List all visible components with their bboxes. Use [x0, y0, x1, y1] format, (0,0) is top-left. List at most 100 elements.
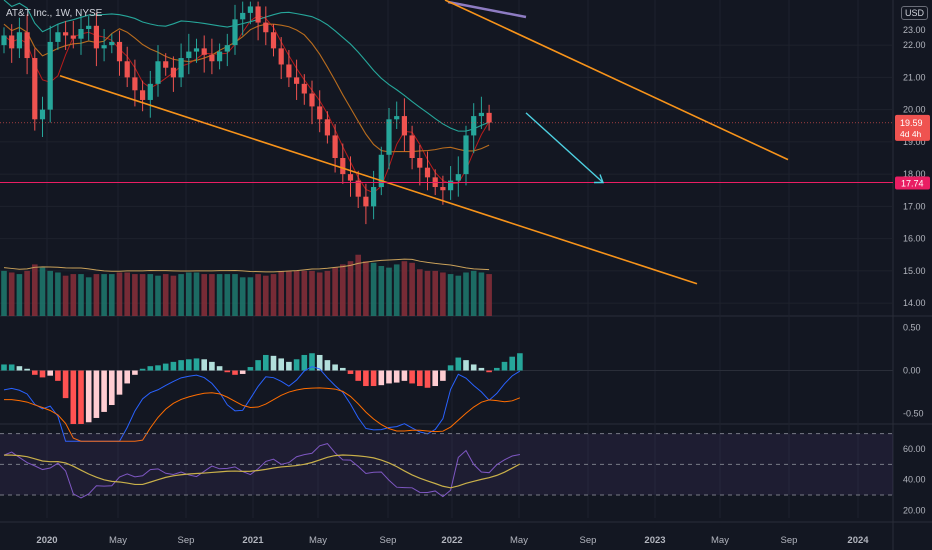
macd-histogram-bar	[78, 370, 84, 424]
volume-bar	[232, 274, 238, 316]
macd-histogram-bar	[494, 367, 500, 371]
moving-average-medium	[3, 23, 490, 153]
candle-body	[240, 12, 246, 20]
time-axis-label: 2023	[644, 535, 665, 546]
rsi-axis-label: 40.00	[903, 475, 926, 485]
macd-histogram-bar	[170, 361, 177, 371]
candle-body	[317, 106, 323, 120]
candle-body	[209, 54, 215, 62]
volume-bar	[347, 261, 354, 316]
candle-body	[340, 158, 346, 175]
moving-average-short	[3, 14, 490, 194]
volume-bar	[401, 261, 408, 316]
candle-body	[455, 174, 461, 181]
price-axis-label: 16.00	[903, 234, 926, 244]
candle-body	[371, 187, 377, 207]
time-axis-label: Sep	[380, 535, 397, 546]
axes-layer: 14.00 15.00 16.00 17.00 18.00 19.00 20.00 21.00…	[36, 25, 930, 546]
macd-histogram-bar	[440, 370, 446, 381]
candle-body	[463, 135, 469, 175]
volume-bar	[24, 270, 30, 316]
volume-bar	[139, 274, 146, 316]
volume-bar	[193, 272, 200, 316]
volume-bar	[55, 272, 61, 316]
volume-bar	[417, 269, 423, 316]
candle-body	[263, 22, 269, 33]
candle-body	[155, 61, 161, 84]
volume-bar	[124, 272, 130, 316]
candle-body	[255, 6, 261, 23]
candle-body	[132, 77, 138, 91]
macd-histogram-bar	[316, 354, 323, 371]
volume-bar	[370, 262, 377, 316]
support-label: 17.74	[901, 179, 924, 189]
symbol-title[interactable]: AT&T Inc., 1W, NYSE	[6, 8, 103, 19]
time-axis-label: 2020	[36, 535, 57, 546]
candle-body	[63, 32, 69, 36]
currency-badge[interactable]: USD	[900, 6, 928, 20]
time-axis-label: 2021	[242, 535, 264, 546]
volume-bar	[8, 272, 15, 316]
rsi-line	[3, 443, 520, 499]
volume-bar	[93, 274, 100, 316]
volume-bar	[47, 270, 53, 316]
candle-body	[332, 135, 338, 158]
volume-bar	[340, 264, 346, 316]
macd-histogram-bar	[386, 370, 392, 384]
candle-body	[178, 58, 184, 78]
macd-histogram-bar	[124, 370, 130, 384]
macd-histogram-bar	[332, 364, 338, 371]
rsi-axis-label: 20.00	[903, 505, 926, 515]
macd-histogram-bar	[301, 354, 308, 371]
volume-bar	[78, 274, 84, 316]
drawings-layer[interactable]	[0, 0, 893, 285]
macd-histogram-bar	[509, 356, 515, 371]
macd-histogram-bar	[155, 365, 161, 371]
candle-body	[347, 174, 354, 181]
time-axis-label: May	[711, 535, 729, 546]
volume-bar	[116, 272, 123, 316]
volume-bar	[424, 270, 431, 316]
macd-histogram-bar	[255, 360, 261, 371]
candle-body	[109, 41, 115, 46]
macd-histogram-bar	[293, 359, 300, 371]
candle-body	[417, 158, 423, 168]
last-price-badge	[895, 114, 930, 141]
macd-histogram-bar	[432, 370, 438, 387]
volume-bar	[270, 274, 277, 316]
volume-bar	[70, 274, 77, 316]
volume-bar	[409, 262, 415, 316]
macd-histogram-bar	[363, 370, 369, 387]
candle-body	[394, 116, 400, 120]
volume-bar	[486, 274, 492, 316]
volume-bar	[178, 274, 184, 316]
volume-bar	[216, 274, 223, 316]
volume-bar	[263, 275, 269, 316]
price-axis-label: 15.00	[903, 266, 926, 276]
price-axis-label: 18.00	[903, 169, 926, 179]
volume-bar	[470, 270, 477, 316]
volume-bar	[255, 274, 261, 316]
volume-bar	[463, 272, 469, 316]
volume-bar	[355, 254, 361, 316]
macd-histogram-bar	[270, 355, 277, 371]
support-badge	[895, 176, 930, 190]
macd-histogram-bar	[1, 364, 7, 371]
macd-histogram-bar	[247, 367, 254, 371]
candle-body	[278, 48, 284, 65]
candle-body	[247, 6, 253, 13]
candle-body	[163, 61, 169, 68]
candle-body	[101, 45, 107, 49]
volume-bar	[62, 275, 69, 316]
volume-bar	[39, 267, 46, 316]
volume-bar	[101, 274, 107, 316]
volume-bar	[209, 274, 215, 316]
macd-axis-label: 0.50	[903, 322, 921, 332]
candle-body	[309, 93, 315, 107]
macd-histogram-bar	[193, 358, 200, 371]
macd-histogram-bar	[201, 359, 207, 371]
macd-histogram-bar	[263, 354, 269, 371]
candle-body	[186, 51, 192, 59]
macd-histogram-bar	[324, 360, 331, 371]
